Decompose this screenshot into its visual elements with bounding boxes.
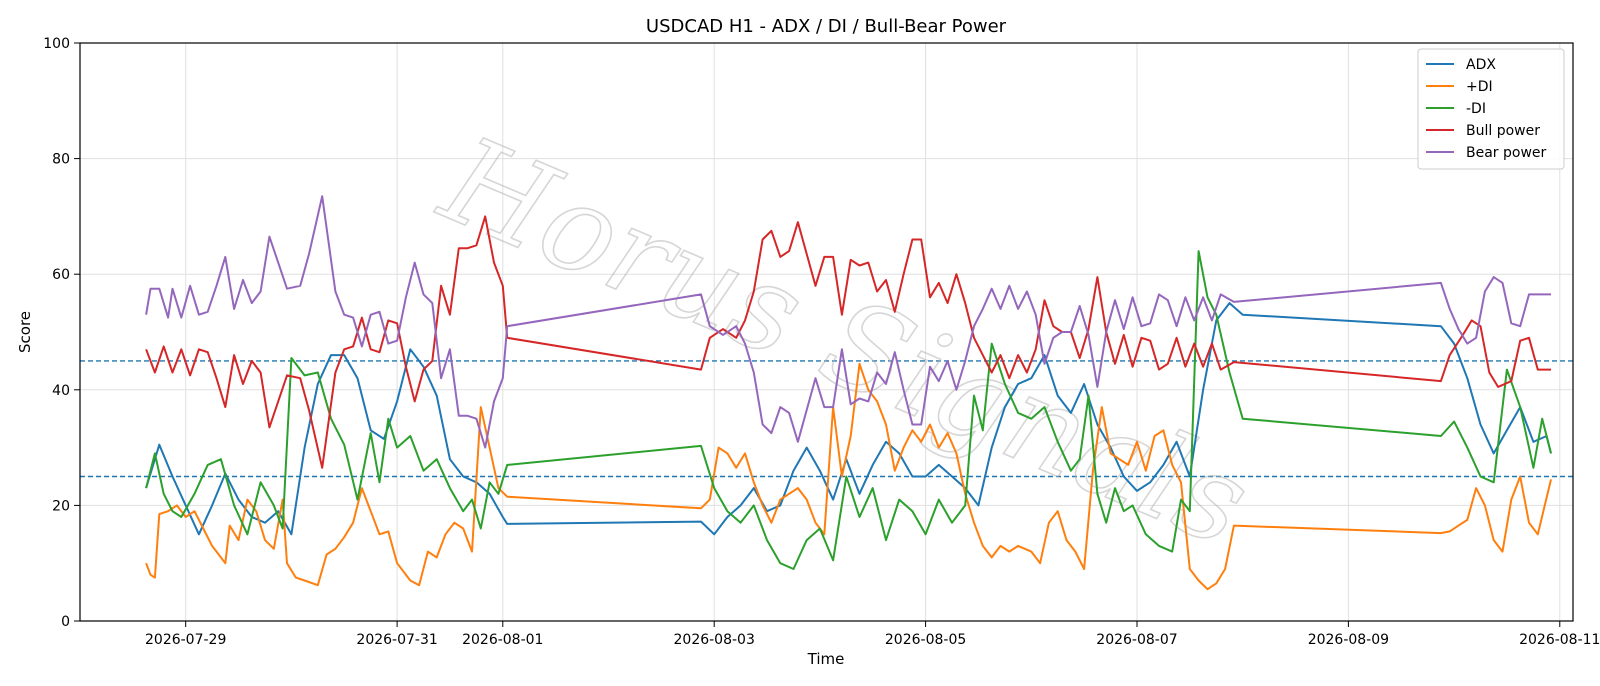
legend-box bbox=[1417, 48, 1565, 170]
x-tick-label: 2026-08-05 bbox=[885, 632, 966, 648]
x-axis-title: Time bbox=[807, 650, 845, 668]
y-axis: 0 20 40 60 80 100 bbox=[43, 36, 80, 630]
x-tick-label: 2026-07-29 bbox=[145, 632, 226, 648]
x-axis: 2026-07-29 2026-07-31 2026-08-01 2026-08-03… bbox=[145, 621, 1600, 648]
y-tick-label: 0 bbox=[61, 614, 70, 630]
y-tick-label: 80 bbox=[52, 152, 70, 168]
legend-label: -DI bbox=[1466, 101, 1486, 117]
y-tick-label: 20 bbox=[52, 498, 70, 514]
series-lines bbox=[145, 195, 1552, 591]
legend-label: Bear power bbox=[1466, 145, 1547, 161]
x-tick-label: 2026-08-03 bbox=[674, 632, 755, 648]
x-tick-label: 2026-08-09 bbox=[1308, 632, 1389, 648]
y-tick-label: 100 bbox=[43, 36, 70, 52]
plot-frame bbox=[79, 42, 1574, 622]
legend-label: ADX bbox=[1466, 57, 1496, 73]
x-tick-label: 2026-08-07 bbox=[1096, 632, 1177, 648]
x-tick-label: 2026-07-31 bbox=[356, 632, 437, 648]
x-tick-label: 2026-08-01 bbox=[462, 632, 543, 648]
chart-title: USDCAD H1 - ADX / DI / Bull-Bear Power bbox=[646, 16, 1007, 37]
y-axis-title: Score bbox=[16, 311, 34, 353]
series-line-bear-power bbox=[145, 195, 1551, 449]
y-tick-label: 60 bbox=[52, 267, 70, 283]
y-tick-label: 40 bbox=[52, 383, 70, 399]
x-tick-label: 2026-08-11 bbox=[1519, 632, 1600, 648]
legend-label: Bull power bbox=[1466, 123, 1540, 139]
series-line-bull-power bbox=[145, 215, 1551, 469]
series-line-di bbox=[145, 250, 1552, 570]
legend: ADX +DI -DI Bull power Bear power bbox=[1417, 48, 1565, 170]
legend-label: +DI bbox=[1466, 79, 1493, 95]
